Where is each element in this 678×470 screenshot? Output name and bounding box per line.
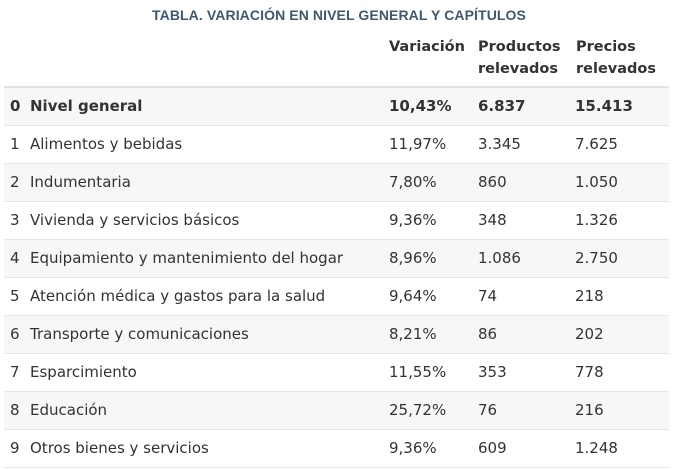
- row-variacion: 7,80%: [389, 173, 437, 191]
- row-variacion: 11,97%: [389, 135, 447, 153]
- row-productos: 353: [478, 363, 507, 381]
- row-variacion: 9,36%: [389, 211, 437, 229]
- header-precios-line1: Precios: [576, 39, 636, 55]
- table-title: TABLA. VARIACIÓN EN NIVEL GENERAL Y CAPÍ…: [152, 7, 526, 23]
- row-name: Nivel general: [30, 97, 143, 115]
- row-index: 6: [10, 325, 20, 343]
- row-name: Vivienda y servicios básicos: [30, 211, 240, 229]
- table-row: 5 Atención médica y gastos para la salud…: [4, 278, 669, 316]
- row-productos: 1.086: [478, 249, 521, 267]
- row-name: Otros bienes y servicios: [30, 439, 209, 457]
- row-variacion: 11,55%: [389, 363, 447, 381]
- table-row: 0 Nivel general 10,43% 6.837 15.413: [4, 88, 669, 126]
- row-index: 3: [10, 211, 20, 229]
- row-productos: 609: [478, 439, 507, 457]
- row-index: 9: [10, 439, 20, 457]
- row-name: Transporte y comunicaciones: [30, 325, 249, 343]
- row-variacion: 8,96%: [389, 249, 437, 267]
- row-precios: 218: [575, 287, 604, 305]
- row-name: Educación: [30, 401, 108, 419]
- row-index: 0: [10, 97, 21, 115]
- row-name: Atención médica y gastos para la salud: [30, 287, 326, 305]
- row-name: Alimentos y bebidas: [30, 135, 183, 153]
- row-index: 2: [10, 173, 20, 191]
- table-row: 3 Vivienda y servicios básicos 9,36% 348…: [4, 202, 669, 240]
- row-index: 5: [10, 287, 20, 305]
- table-body: 0 Nivel general 10,43% 6.837 15.413 1 Al…: [4, 88, 669, 468]
- table-row: 8 Educación 25,72% 76 216: [4, 392, 669, 430]
- row-precios: 202: [575, 325, 604, 343]
- row-productos: 76: [478, 401, 498, 419]
- row-productos: 86: [478, 325, 498, 343]
- row-productos: 860: [478, 173, 507, 191]
- row-name: Esparcimiento: [30, 363, 137, 381]
- table-row: 6 Transporte y comunicaciones 8,21% 86 2…: [4, 316, 669, 354]
- row-precios: 7.625: [575, 135, 618, 153]
- row-precios: 1.248: [575, 439, 618, 457]
- header-productos: Productos relevados: [478, 36, 561, 80]
- row-variacion: 9,64%: [389, 287, 437, 305]
- table-header: Variación Productos relevados Precios re…: [0, 36, 678, 86]
- row-name: Indumentaria: [30, 173, 131, 191]
- header-productos-line2: relevados: [478, 61, 558, 77]
- row-index: 8: [10, 401, 20, 419]
- table-row: 9 Otros bienes y servicios 9,36% 609 1.2…: [4, 430, 669, 468]
- row-variacion: 8,21%: [389, 325, 437, 343]
- row-precios: 2.750: [575, 249, 618, 267]
- row-precios: 15.413: [575, 97, 633, 115]
- row-precios: 1.326: [575, 211, 618, 229]
- header-precios: Precios relevados: [576, 36, 656, 80]
- row-index: 7: [10, 363, 20, 381]
- table-row: 1 Alimentos y bebidas 11,97% 3.345 7.625: [4, 126, 669, 164]
- row-precios: 216: [575, 401, 604, 419]
- row-index: 1: [10, 135, 20, 153]
- row-variacion: 10,43%: [389, 97, 452, 115]
- header-precios-line2: relevados: [576, 61, 656, 77]
- row-variacion: 25,72%: [389, 401, 447, 419]
- table-row: 4 Equipamiento y mantenimiento del hogar…: [4, 240, 669, 278]
- row-variacion: 9,36%: [389, 439, 437, 457]
- table-row: 7 Esparcimiento 11,55% 353 778: [4, 354, 669, 392]
- header-variacion: Variación: [389, 39, 465, 55]
- row-index: 4: [10, 249, 20, 267]
- row-precios: 778: [575, 363, 604, 381]
- header-divider: [4, 86, 669, 88]
- row-precios: 1.050: [575, 173, 618, 191]
- row-name: Equipamiento y mantenimiento del hogar: [30, 249, 344, 267]
- row-productos: 74: [478, 287, 498, 305]
- row-productos: 348: [478, 211, 507, 229]
- table-row: 2 Indumentaria 7,80% 860 1.050: [4, 164, 669, 202]
- row-productos: 3.345: [478, 135, 521, 153]
- row-productos: 6.837: [478, 97, 526, 115]
- header-productos-line1: Productos: [478, 39, 561, 55]
